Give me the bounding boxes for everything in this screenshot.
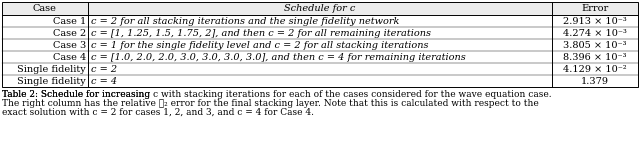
- Text: 4.129 × 10⁻²: 4.129 × 10⁻²: [563, 65, 627, 73]
- Text: Error: Error: [582, 4, 609, 13]
- Text: Case: Case: [33, 4, 57, 13]
- Text: Case 4: Case 4: [52, 53, 86, 61]
- Text: 3.805 × 10⁻³: 3.805 × 10⁻³: [563, 40, 627, 50]
- Bar: [2, 51, 638, 63]
- Bar: [2, 39, 638, 51]
- Text: The right column has the relative ℓ₂ error for the final stacking layer. Note th: The right column has the relative ℓ₂ err…: [2, 99, 539, 108]
- Bar: [2, 2, 638, 15]
- Text: Single fidelity: Single fidelity: [17, 65, 86, 73]
- Text: 1.379: 1.379: [581, 76, 609, 86]
- Text: exact solution with c = 2 for cases 1, 2, and 3, and c = 4 for Case 4.: exact solution with c = 2 for cases 1, 2…: [2, 108, 314, 117]
- Text: c = 1 for the single fidelity level and c = 2 for all stacking iterations: c = 1 for the single fidelity level and …: [91, 40, 428, 50]
- Bar: [2, 63, 638, 75]
- Bar: [2, 75, 638, 87]
- Text: c = [1.0, 2.0, 2.0, 3.0, 3.0, 3.0, 3.0], and then c = 4 for remaining iterations: c = [1.0, 2.0, 2.0, 3.0, 3.0, 3.0, 3.0],…: [91, 53, 466, 61]
- Text: Table 2: Schedule for increasing: Table 2: Schedule for increasing: [2, 90, 153, 99]
- Text: 8.396 × 10⁻³: 8.396 × 10⁻³: [563, 53, 627, 61]
- Bar: [2, 27, 638, 39]
- Text: Single fidelity: Single fidelity: [17, 76, 86, 86]
- Text: c = 4: c = 4: [91, 76, 117, 86]
- Bar: [2, 15, 638, 27]
- Text: Table 2: Schedule for increasing c with stacking iterations for each of the case: Table 2: Schedule for increasing c with …: [2, 90, 552, 99]
- Text: c = 2: c = 2: [91, 65, 117, 73]
- Text: 2.913 × 10⁻³: 2.913 × 10⁻³: [563, 17, 627, 25]
- Text: Case 1: Case 1: [52, 17, 86, 25]
- Bar: [2, 2, 638, 87]
- Text: c = [1, 1.25, 1.5, 1.75, 2], and then c = 2 for all remaining iterations: c = [1, 1.25, 1.5, 1.75, 2], and then c …: [91, 29, 431, 37]
- Text: Case 3: Case 3: [52, 40, 86, 50]
- Text: Case 2: Case 2: [52, 29, 86, 37]
- Text: c = 2 for all stacking iterations and the single fidelity network: c = 2 for all stacking iterations and th…: [91, 17, 399, 25]
- Text: Schedule for c: Schedule for c: [284, 4, 356, 13]
- Text: 4.274 × 10⁻³: 4.274 × 10⁻³: [563, 29, 627, 37]
